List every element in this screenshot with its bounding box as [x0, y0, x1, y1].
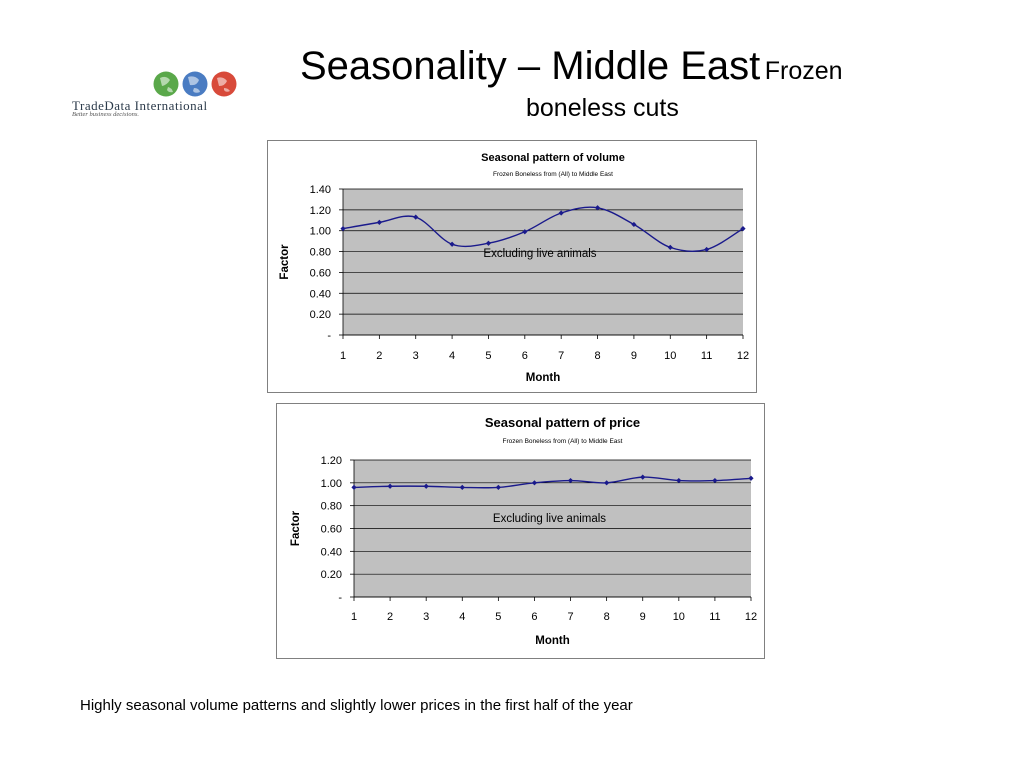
logo-name: TradeData International [72, 98, 208, 113]
data-point [387, 483, 393, 489]
y-tick-label: 1.20 [321, 455, 342, 467]
y-axis-label: Factor [290, 510, 302, 546]
chart-title: Seasonal pattern of volume [481, 152, 625, 164]
y-axis-label: Factor [279, 244, 291, 280]
data-point [558, 210, 564, 216]
x-tick-label: 6 [522, 350, 528, 362]
x-tick-label: 4 [449, 350, 455, 362]
x-axis-label: Month [526, 372, 560, 384]
x-tick-label: 5 [495, 611, 501, 623]
y-tick-label: - [338, 592, 342, 604]
logo-tagline: Better business decisions. [72, 111, 139, 118]
x-tick-label: 7 [567, 611, 573, 623]
y-tick-label: 0.20 [321, 569, 342, 581]
x-tick-label: 9 [631, 350, 637, 362]
x-tick-label: 3 [413, 350, 419, 362]
y-tick-label: 0.20 [310, 309, 331, 321]
title-sub-line1: Frozen [764, 57, 843, 85]
x-tick-label: 2 [387, 611, 393, 623]
chart-annotation: Excluding live animals [483, 248, 596, 260]
data-point [567, 477, 574, 484]
globes-icon [153, 71, 237, 97]
price-chart: -0.20 0.40 0.60 0.80 1.00 1.20 1 2 3 4 5 6 7 8 9 10 11 12… [276, 403, 765, 659]
x-tick-label: 10 [673, 611, 685, 623]
volume-chart-svg: -0.200.400.600.801.001.201.401 2 3 4 5 6 7 8 9 10… [279, 152, 749, 384]
slide-title: Seasonality – Middle East Frozen boneles… [300, 44, 960, 122]
data-point [594, 205, 601, 211]
volume-chart: -0.20 0.40 0.60 0.80 1.00 1.20 1.40 1 2 3 4 5 6 7 8 9 10… [267, 140, 757, 393]
x-tick-label: 8 [594, 350, 600, 362]
x-tick-label: 11 [709, 611, 720, 623]
title-main: Seasonality – Middle East [300, 44, 761, 88]
tradedata-logo: TradeData International Better business … [72, 70, 247, 122]
data-point [522, 229, 528, 235]
y-tick-label: 1.20 [310, 205, 331, 217]
x-tick-label: 1 [351, 611, 357, 623]
y-tick-label: 0.40 [321, 546, 342, 558]
data-point [704, 246, 710, 253]
chart-subtitle: Frozen Boneless from (All) to Middle Eas… [493, 171, 613, 178]
y-tick-label: 1.40 [310, 184, 331, 196]
x-tick-label: 10 [664, 350, 676, 362]
plot-area [343, 189, 743, 335]
slide-caption: Highly seasonal volume patterns and slig… [80, 697, 633, 714]
y-tick-label: 0.40 [310, 288, 331, 300]
x-tick-label: 12 [737, 350, 749, 362]
x-tick-label: 3 [423, 611, 429, 623]
y-tick-label: 1.00 [321, 478, 342, 490]
chart-subtitle: Frozen Boneless from (All) to Middle Eas… [503, 438, 623, 445]
x-tick-label: 5 [485, 350, 491, 362]
y-tick-label: 0.80 [310, 247, 331, 259]
data-point [631, 221, 637, 228]
x-tick-label: 9 [640, 611, 646, 623]
series-line [353, 476, 752, 489]
y-tick-label: - [327, 330, 331, 342]
price-chart-svg: -0.200.400.600.801.001.201 2 3 4 5 6 7 8 9 10 11 12… [290, 415, 757, 647]
title-sub-line2: boneless cuts [526, 94, 679, 122]
x-axis-label: Month [535, 635, 569, 647]
data-point [676, 477, 682, 484]
data-point [340, 226, 346, 232]
y-tick-label: 1.00 [310, 226, 331, 238]
data-point [351, 484, 357, 490]
x-tick-label: 6 [531, 611, 537, 623]
x-tick-label: 4 [459, 611, 465, 623]
x-tick-label: 1 [340, 350, 346, 362]
x-tick-label: 12 [745, 611, 757, 623]
y-tick-label: 0.60 [310, 267, 331, 279]
data-point [640, 474, 646, 480]
x-tick-label: 2 [376, 350, 382, 362]
data-point [748, 475, 754, 481]
x-tick-label: 8 [604, 611, 610, 623]
data-point [376, 219, 382, 225]
y-tick-label: 0.80 [321, 501, 342, 513]
x-tick-label: 11 [701, 350, 712, 362]
chart-title: Seasonal pattern of price [485, 415, 640, 430]
series-line [342, 206, 744, 253]
data-point [740, 226, 746, 232]
chart-annotation: Excluding live animals [493, 513, 606, 525]
y-tick-label: 0.60 [321, 524, 342, 536]
data-point [667, 244, 673, 250]
x-tick-label: 7 [558, 350, 564, 362]
data-point [712, 477, 718, 484]
